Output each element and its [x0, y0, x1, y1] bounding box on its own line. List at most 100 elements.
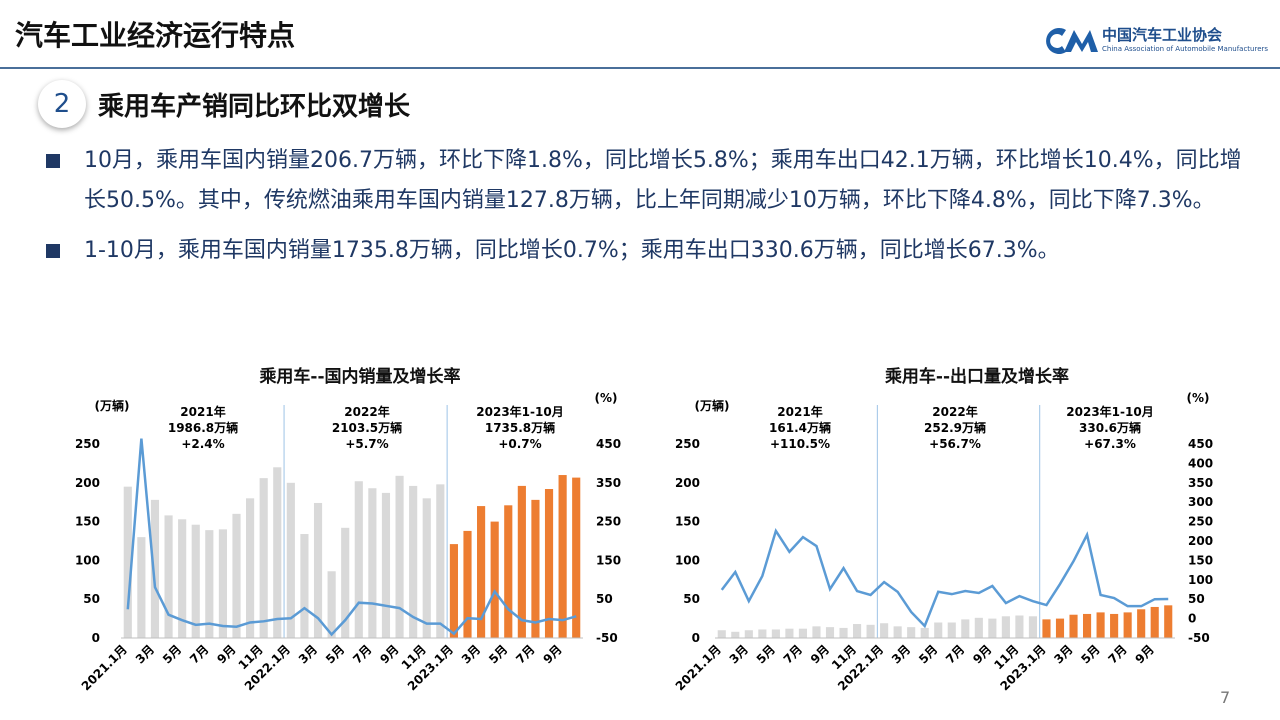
x-tick-label: 7月 [781, 642, 805, 666]
bar [463, 530, 472, 638]
y-tick-label: 50 [83, 592, 100, 606]
chart-title: 乘用车--国内销量及增长率 [258, 366, 460, 387]
bar [300, 534, 309, 638]
bar [246, 498, 255, 638]
bar [477, 506, 486, 638]
bar [504, 505, 513, 638]
bar [717, 630, 726, 638]
bar [947, 622, 956, 638]
bar [1083, 613, 1092, 638]
x-tick-label: 7月 [1105, 642, 1129, 666]
bullet-square [46, 154, 60, 168]
period-annotation: 1986.8万辆 [168, 420, 238, 435]
period-annotation: +2.4% [181, 437, 224, 451]
bar [232, 513, 241, 638]
line [126, 438, 577, 637]
bar [893, 626, 902, 638]
x-tick-label: 3月 [133, 642, 157, 666]
y-axis-label: (万辆) [695, 398, 730, 413]
bar [286, 482, 295, 638]
bar [1028, 616, 1037, 638]
period-annotation: 330.6万辆 [1079, 420, 1141, 435]
y2-tick-label: 450 [596, 437, 621, 451]
y-tick-label: 0 [92, 631, 100, 645]
x-tick-label: 2021.1月 [79, 642, 130, 693]
bar [1123, 612, 1132, 638]
period-annotation: 2021年 [777, 404, 822, 419]
period-annotation: 161.4万辆 [769, 420, 831, 435]
bullet: 1-10月，乘用车国内销量1735.8万辆，同比增长0.7%；乘用车出口330.… [46, 231, 1246, 271]
bar [381, 492, 391, 638]
period-annotation: 2023年1-10月 [1066, 404, 1153, 419]
y2-tick-label: 350 [1188, 476, 1213, 490]
bar [1137, 609, 1146, 638]
period-annotation: +56.7% [929, 437, 981, 451]
y-tick-label: 250 [675, 437, 700, 451]
bullet-text: 1-10月，乘用车国内销量1735.8万辆，同比增长0.7%；乘用车出口330.… [84, 238, 1060, 263]
y2-axis-label: (%) [1187, 391, 1210, 405]
y2-tick-label: 300 [1188, 495, 1213, 509]
period-annotation: +5.7% [345, 437, 388, 451]
bar [368, 488, 377, 638]
x-tick-label: 7月 [187, 642, 211, 666]
bar [409, 485, 418, 638]
logo-cn: 中国汽车工业协会 [1102, 26, 1223, 44]
bar [327, 571, 336, 638]
bar [1015, 615, 1024, 638]
section-number: 2 [38, 80, 86, 128]
bar [1096, 612, 1105, 638]
y-tick-label: 150 [675, 515, 700, 529]
bar [558, 475, 567, 638]
slide-title: 汽车工业经济运行特点 [15, 19, 296, 52]
bar [1042, 619, 1051, 638]
bar [218, 529, 227, 638]
bar [853, 624, 862, 638]
bar [313, 502, 323, 638]
bar [572, 477, 581, 638]
y-tick-label: 150 [75, 515, 100, 529]
x-tick-label: 3月 [727, 642, 751, 666]
y2-tick-label: 250 [596, 515, 621, 529]
bar [1164, 605, 1173, 638]
period-annotation: 1735.8万辆 [485, 420, 555, 435]
bar [771, 629, 780, 638]
bar [758, 629, 767, 638]
bar [544, 489, 554, 638]
x-tick-label: 7月 [943, 642, 967, 666]
y-axis-label: (万辆) [95, 398, 130, 413]
bar [731, 631, 740, 638]
bar [341, 527, 350, 638]
y-tick-label: 200 [75, 476, 100, 490]
period-annotation: 252.9万辆 [924, 420, 986, 435]
x-tick-label: 3月 [296, 642, 320, 666]
x-tick-label: 5月 [1078, 642, 1102, 666]
page-number: 7 [1220, 688, 1231, 707]
x-tick-label: 2021.1月 [673, 642, 724, 693]
x-tick-label: 7月 [350, 642, 374, 666]
period-annotation: 2022年 [344, 404, 389, 419]
bar [164, 515, 173, 638]
bar [866, 624, 875, 638]
period-annotation: 2103.5万辆 [332, 420, 402, 435]
y2-tick-label: 400 [1188, 456, 1213, 470]
bar [974, 617, 983, 638]
bar [1069, 614, 1078, 638]
y2-tick-label: 100 [1188, 573, 1213, 587]
bar [150, 499, 160, 638]
bar [907, 627, 916, 638]
x-tick-label: 5月 [916, 642, 940, 666]
period-annotation: 2021年 [180, 404, 225, 419]
bar [436, 484, 445, 638]
header-rule [0, 67, 1280, 69]
section-title: 乘用车产销同比环比双增长 [98, 92, 411, 122]
y-tick-label: 250 [75, 437, 100, 451]
bar [205, 530, 214, 638]
bar [178, 519, 187, 638]
y-tick-label: 100 [75, 553, 100, 567]
y-tick-label: 200 [675, 476, 700, 490]
bar [123, 486, 132, 638]
y2-tick-label: 200 [1188, 534, 1213, 548]
bar [490, 521, 499, 638]
